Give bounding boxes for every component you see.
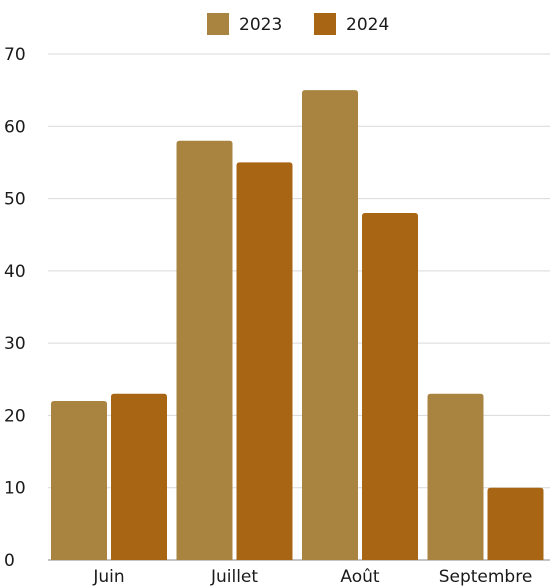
x-tick-label: Juillet: [210, 567, 258, 586]
bar-2024-juillet: [236, 162, 293, 560]
y-axis: 0 10 20 30 40 50 60 70: [4, 45, 26, 571]
legend-label-2024: 2024: [346, 15, 389, 35]
y-tick-label: 50: [4, 190, 26, 210]
y-tick-label: 30: [4, 334, 26, 354]
y-tick-label: 0: [4, 551, 15, 571]
bar-2024-juin: [111, 393, 167, 560]
bar-2023-juillet: [176, 140, 233, 560]
y-tick-label: 40: [4, 262, 26, 282]
legend: 2023 2024: [207, 13, 389, 35]
y-tick-label: 60: [4, 117, 26, 137]
x-axis: Juin Juillet Août Septembre: [92, 567, 532, 586]
legend-swatch-2023: [207, 13, 229, 35]
bar-2024-septembre: [487, 487, 544, 560]
legend-swatch-2024: [314, 13, 336, 35]
x-tick-label: Septembre: [439, 567, 533, 586]
x-tick-label: Juin: [92, 567, 124, 586]
bar-2024-août: [362, 213, 418, 560]
y-tick-label: 70: [4, 45, 26, 65]
bar-2023-septembre: [427, 393, 484, 560]
x-tick-label: Août: [340, 567, 380, 586]
y-tick-label: 10: [4, 479, 26, 499]
legend-label-2023: 2023: [239, 15, 282, 35]
y-tick-label: 20: [4, 406, 26, 426]
bar-2023-juin: [51, 400, 107, 560]
bars: [51, 90, 544, 561]
bar-2023-août: [302, 90, 358, 561]
